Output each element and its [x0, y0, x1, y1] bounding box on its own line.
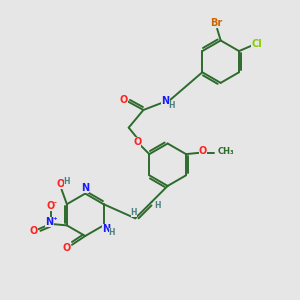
Text: N: N	[81, 183, 89, 193]
Text: Cl: Cl	[251, 39, 262, 49]
Text: +: +	[52, 215, 57, 220]
Text: O: O	[29, 226, 38, 236]
Text: H: H	[169, 101, 175, 110]
Text: H: H	[154, 201, 161, 210]
Text: H: H	[64, 177, 70, 186]
Text: N: N	[103, 224, 111, 234]
Text: N: N	[45, 217, 54, 226]
Text: H: H	[109, 228, 115, 237]
Text: -: -	[54, 200, 56, 206]
Text: O: O	[120, 95, 128, 105]
Text: Br: Br	[210, 18, 223, 28]
Text: O: O	[57, 179, 65, 190]
Text: O: O	[46, 201, 55, 211]
Text: N: N	[161, 96, 169, 106]
Text: H: H	[130, 208, 137, 217]
Text: O: O	[63, 243, 71, 253]
Text: CH₃: CH₃	[218, 147, 235, 156]
Text: O: O	[133, 137, 141, 147]
Text: O: O	[199, 146, 207, 156]
